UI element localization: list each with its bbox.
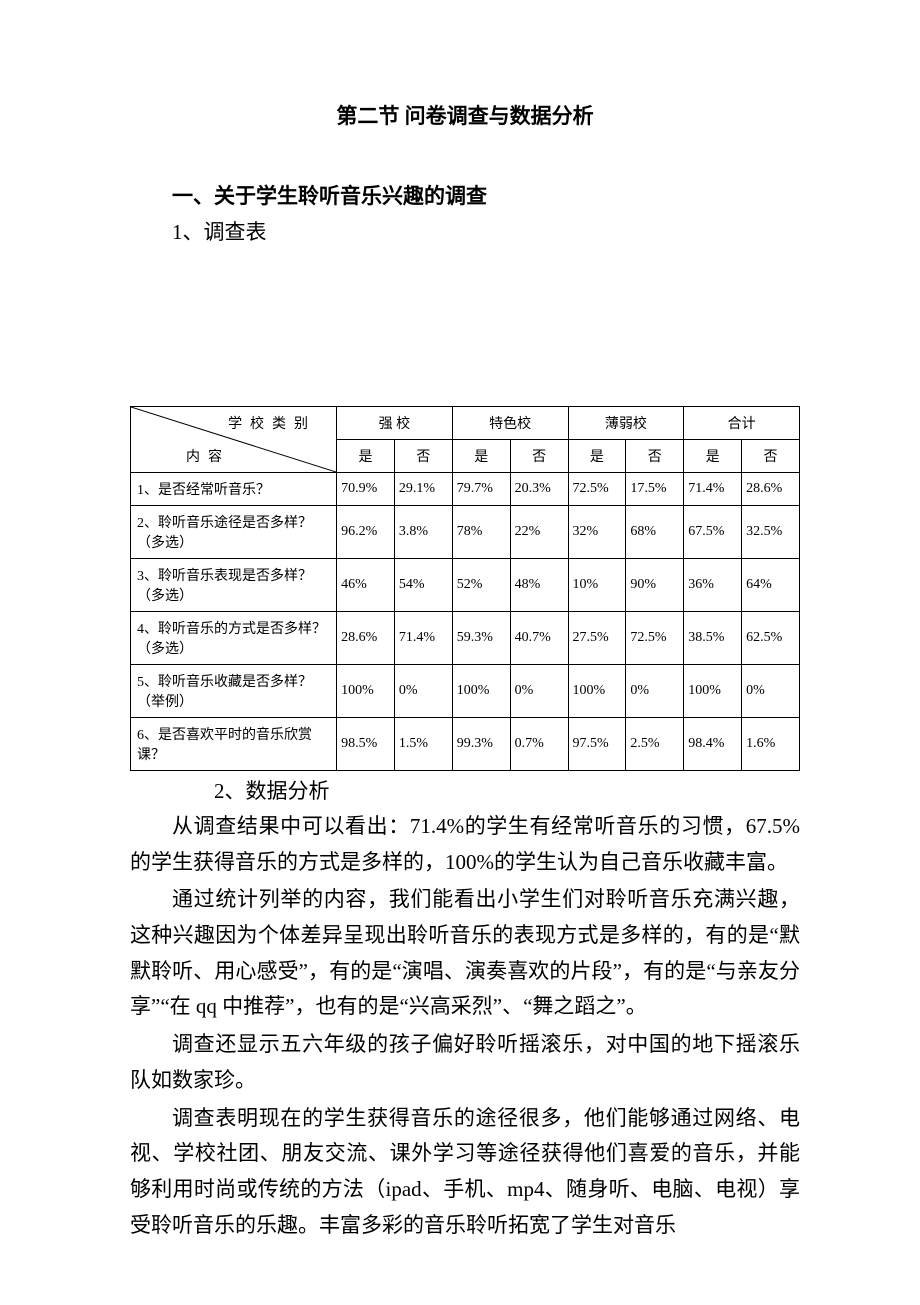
cell: 100% <box>568 665 626 718</box>
cell: 27.5% <box>568 612 626 665</box>
col-group-1: 特色校 <box>452 407 568 440</box>
cell: 48% <box>510 559 568 612</box>
cell: 36% <box>684 559 742 612</box>
col-no-1: 否 <box>510 440 568 473</box>
row-label: 5、聆听音乐收藏是否多样？（举例） <box>131 665 337 718</box>
col-no-2: 否 <box>626 440 684 473</box>
cell: 64% <box>742 559 800 612</box>
cell: 71.4% <box>394 612 452 665</box>
cell: 99.3% <box>452 718 510 771</box>
table-row: 3、聆听音乐表现是否多样？（多选） 46% 54% 52% 48% 10% 90… <box>131 559 800 612</box>
cell: 32.5% <box>742 506 800 559</box>
cell: 0% <box>510 665 568 718</box>
col-no-0: 否 <box>394 440 452 473</box>
cell: 72.5% <box>568 473 626 506</box>
row-label: 1、是否经常听音乐？ <box>131 473 337 506</box>
row-label: 2、聆听音乐途径是否多样？（多选） <box>131 506 337 559</box>
cell: 1.5% <box>394 718 452 771</box>
cell: 2.5% <box>626 718 684 771</box>
cell: 96.2% <box>337 506 395 559</box>
col-yes-1: 是 <box>452 440 510 473</box>
table-row: 5、聆听音乐收藏是否多样？（举例） 100% 0% 100% 0% 100% 0… <box>131 665 800 718</box>
paragraph: 通过统计列举的内容，我们能看出小学生们对聆听音乐充满兴趣，这种兴趣因为个体差异呈… <box>130 882 800 1025</box>
col-yes-0: 是 <box>337 440 395 473</box>
cell: 67.5% <box>684 506 742 559</box>
cell: 78% <box>452 506 510 559</box>
col-no-3: 否 <box>742 440 800 473</box>
col-yes-2: 是 <box>568 440 626 473</box>
cell: 46% <box>337 559 395 612</box>
cell: 10% <box>568 559 626 612</box>
document-page: 第二节 问卷调查与数据分析 一、关于学生聆听音乐兴趣的调查 1、调查表 学校类别… <box>0 0 920 1305</box>
cell: 29.1% <box>394 473 452 506</box>
table-row: 6、是否喜欢平时的音乐欣赏课？ 98.5% 1.5% 99.3% 0.7% 97… <box>131 718 800 771</box>
row-label: 4、聆听音乐的方式是否多样？（多选） <box>131 612 337 665</box>
cell: 0% <box>626 665 684 718</box>
cell: 59.3% <box>452 612 510 665</box>
diag-header-top: 学校类别 <box>228 413 316 433</box>
cell: 40.7% <box>510 612 568 665</box>
item-1-heading: 1、调查表 <box>130 216 800 246</box>
survey-table: 学校类别 内容 强 校 特色校 薄弱校 合计 是 否 是 否 是 否 是 否 1… <box>130 406 800 771</box>
cell: 100% <box>452 665 510 718</box>
cell: 28.6% <box>337 612 395 665</box>
cell: 90% <box>626 559 684 612</box>
cell: 54% <box>394 559 452 612</box>
section-heading: 一、关于学生聆听音乐兴趣的调查 <box>130 180 800 210</box>
cell: 28.6% <box>742 473 800 506</box>
cell: 72.5% <box>626 612 684 665</box>
col-group-0: 强 校 <box>337 407 453 440</box>
table-row: 4、聆听音乐的方式是否多样？（多选） 28.6% 71.4% 59.3% 40.… <box>131 612 800 665</box>
cell: 62.5% <box>742 612 800 665</box>
cell: 0.7% <box>510 718 568 771</box>
cell: 100% <box>337 665 395 718</box>
diag-header-bottom: 内容 <box>186 446 230 466</box>
paragraph: 调查还显示五六年级的孩子偏好聆听摇滚乐，对中国的地下摇滚乐队如数家珍。 <box>130 1027 800 1098</box>
row-label: 3、聆听音乐表现是否多样？（多选） <box>131 559 337 612</box>
cell: 20.3% <box>510 473 568 506</box>
page-title: 第二节 问卷调查与数据分析 <box>130 100 800 130</box>
table-row: 1、是否经常听音乐？ 70.9% 29.1% 79.7% 20.3% 72.5%… <box>131 473 800 506</box>
cell: 0% <box>394 665 452 718</box>
diagonal-header-cell: 学校类别 内容 <box>131 407 337 473</box>
col-group-3: 合计 <box>684 407 800 440</box>
cell: 71.4% <box>684 473 742 506</box>
cell: 1.6% <box>742 718 800 771</box>
cell: 17.5% <box>626 473 684 506</box>
cell: 22% <box>510 506 568 559</box>
paragraph: 从调查结果中可以看出：71.4%的学生有经常听音乐的习惯，67.5%的学生获得音… <box>130 809 800 880</box>
col-group-2: 薄弱校 <box>568 407 684 440</box>
cell: 52% <box>452 559 510 612</box>
cell: 3.8% <box>394 506 452 559</box>
table-header-row-1: 学校类别 内容 强 校 特色校 薄弱校 合计 <box>131 407 800 440</box>
cell: 0% <box>742 665 800 718</box>
cell: 98.4% <box>684 718 742 771</box>
cell: 32% <box>568 506 626 559</box>
cell: 97.5% <box>568 718 626 771</box>
cell: 38.5% <box>684 612 742 665</box>
cell: 79.7% <box>452 473 510 506</box>
cell: 98.5% <box>337 718 395 771</box>
col-yes-3: 是 <box>684 440 742 473</box>
paragraph: 调查表明现在的学生获得音乐的途径很多，他们能够通过网络、电视、学校社团、朋友交流… <box>130 1101 800 1244</box>
cell: 68% <box>626 506 684 559</box>
row-label: 6、是否喜欢平时的音乐欣赏课？ <box>131 718 337 771</box>
cell: 70.9% <box>337 473 395 506</box>
analysis-text: 从调查结果中可以看出：71.4%的学生有经常听音乐的习惯，67.5%的学生获得音… <box>130 809 800 1243</box>
item-2-heading: 2、数据分析 <box>130 775 800 805</box>
table-row: 2、聆听音乐途径是否多样？（多选） 96.2% 3.8% 78% 22% 32%… <box>131 506 800 559</box>
cell: 100% <box>684 665 742 718</box>
